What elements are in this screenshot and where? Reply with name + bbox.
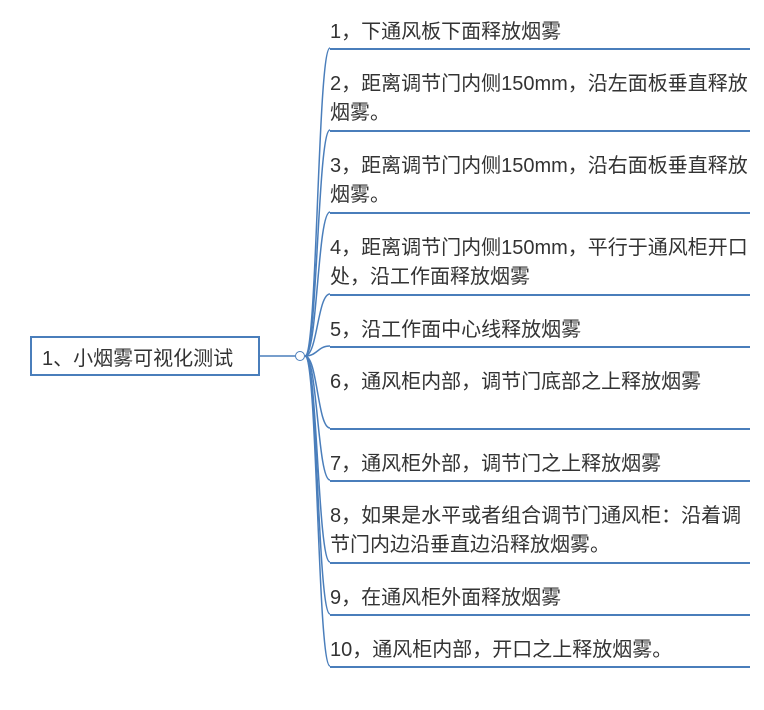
child-node-2: 2，距离调节门内侧150mm，沿左面板垂直释放烟雾。 — [330, 70, 750, 128]
child-node-label: 4，距离调节门内侧150mm，平行于通风柜开口处，沿工作面释放烟雾 — [330, 237, 748, 288]
child-node-9: 9，在通风柜外面释放烟雾 — [330, 584, 750, 613]
child-node-7: 7，通风柜外部，调节门之上释放烟雾 — [330, 450, 750, 479]
child-node-label: 9，在通风柜外面释放烟雾 — [330, 587, 561, 609]
child-node-4: 4，距离调节门内侧150mm，平行于通风柜开口处，沿工作面释放烟雾 — [330, 234, 750, 292]
child-underline-5 — [330, 346, 750, 348]
child-node-label: 6，通风柜内部，调节门底部之上释放烟雾 — [330, 371, 701, 393]
child-node-label: 7，通风柜外部，调节门之上释放烟雾 — [330, 453, 661, 475]
child-underline-4 — [330, 294, 750, 296]
child-underline-10 — [330, 666, 750, 668]
child-node-8: 8，如果是水平或者组合调节门通风柜：沿着调节门内边沿垂直边沿释放烟雾。 — [330, 502, 750, 560]
child-node-label: 2，距离调节门内侧150mm，沿左面板垂直释放烟雾。 — [330, 73, 748, 124]
child-underline-3 — [330, 212, 750, 214]
child-underline-6 — [330, 428, 750, 430]
root-node: 1、小烟雾可视化测试 — [30, 336, 260, 376]
child-node-label: 5，沿工作面中心线释放烟雾 — [330, 319, 581, 341]
child-node-label: 3，距离调节门内侧150mm，沿右面板垂直释放烟雾。 — [330, 155, 748, 206]
child-node-label: 10，通风柜内部，开口之上释放烟雾。 — [330, 639, 672, 661]
child-node-6: 6，通风柜内部，调节门底部之上释放烟雾 — [330, 368, 750, 397]
root-node-label: 1、小烟雾可视化测试 — [42, 342, 233, 371]
child-node-1: 1，下通风板下面释放烟雾 — [330, 18, 750, 47]
child-underline-7 — [330, 480, 750, 482]
child-underline-9 — [330, 614, 750, 616]
junction-circle — [295, 351, 305, 361]
child-node-10: 10，通风柜内部，开口之上释放烟雾。 — [330, 636, 750, 665]
child-underline-1 — [330, 48, 750, 50]
child-node-3: 3，距离调节门内侧150mm，沿右面板垂直释放烟雾。 — [330, 152, 750, 210]
child-underline-8 — [330, 562, 750, 564]
child-underline-2 — [330, 130, 750, 132]
child-node-label: 8，如果是水平或者组合调节门通风柜：沿着调节门内边沿垂直边沿释放烟雾。 — [330, 505, 741, 556]
child-node-5: 5，沿工作面中心线释放烟雾 — [330, 316, 750, 345]
child-node-label: 1，下通风板下面释放烟雾 — [330, 21, 561, 43]
